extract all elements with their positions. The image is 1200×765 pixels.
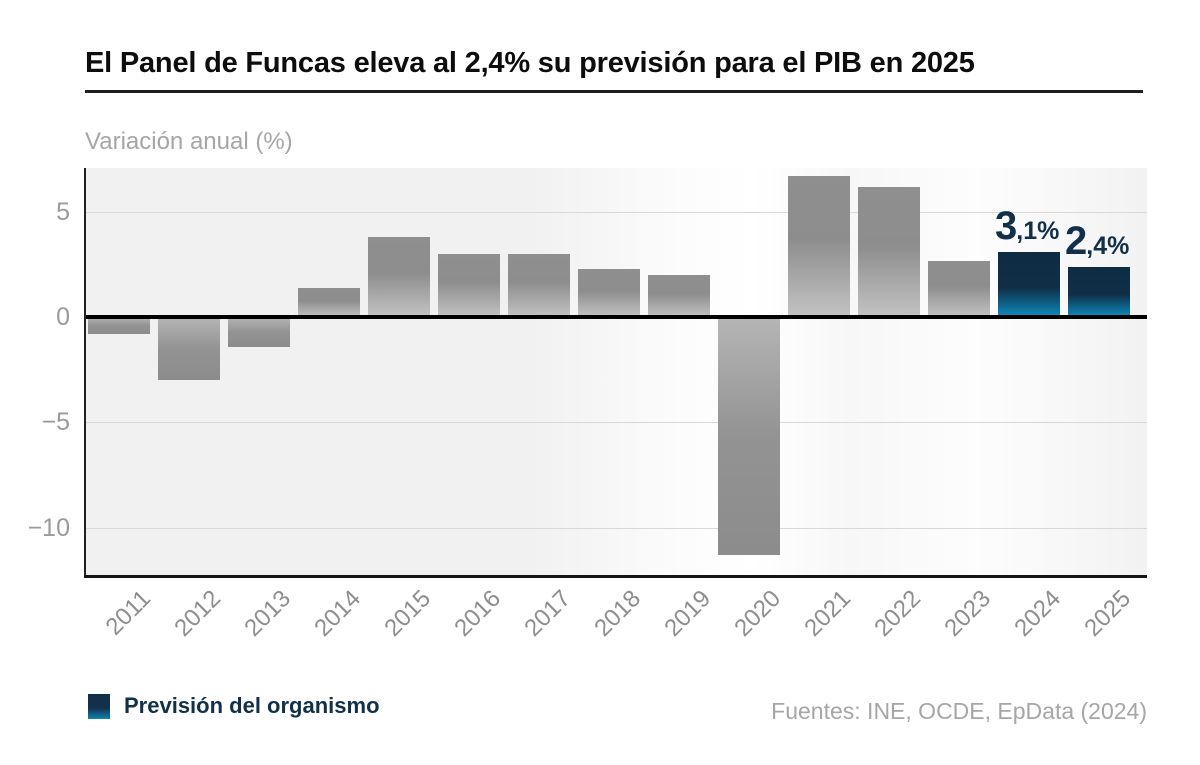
source-credit: Fuentes: INE, OCDE, EpData (2024) bbox=[771, 698, 1147, 724]
y-tick-label--5: −5 bbox=[41, 408, 70, 437]
y-tick-label-0: 0 bbox=[56, 303, 70, 332]
y-axis: 5 0 −5 −10 bbox=[0, 168, 70, 578]
gridline--5 bbox=[84, 422, 1147, 423]
bar-2025-forecast bbox=[1068, 266, 1130, 318]
bar-2012 bbox=[158, 317, 220, 381]
bar-2020 bbox=[718, 317, 780, 555]
legend-forecast-label: Previsión del organismo bbox=[124, 693, 380, 718]
bar-2021 bbox=[788, 176, 850, 318]
bar-2017 bbox=[508, 254, 570, 318]
bar-2015 bbox=[368, 237, 430, 318]
bar-2024-forecast bbox=[998, 252, 1060, 318]
plot-area: 3,1% 2,4% bbox=[84, 168, 1147, 578]
y-axis-line bbox=[84, 168, 86, 578]
bar-2014 bbox=[298, 287, 360, 318]
bar-2022 bbox=[858, 186, 920, 318]
legend-forecast-swatch bbox=[88, 693, 110, 719]
bar-2016 bbox=[438, 254, 500, 318]
x-axis: 2011 2012 2013 2014 2015 2016 2017 2018 2019 2020… bbox=[84, 578, 1147, 668]
legend: Previsión del organismo bbox=[88, 693, 380, 719]
data-label-2024: 3,1% bbox=[995, 204, 1060, 249]
zero-line bbox=[84, 315, 1147, 320]
y-tick-label--10: −10 bbox=[27, 513, 70, 542]
bar-2011 bbox=[88, 317, 150, 335]
y-axis-unit-label: Variación anual (%) bbox=[85, 128, 293, 155]
bar-2019 bbox=[648, 275, 710, 318]
gridline-5 bbox=[84, 212, 1147, 213]
bar-2013 bbox=[228, 317, 290, 347]
data-label-2025: 2,4% bbox=[1065, 218, 1130, 263]
gridline--10 bbox=[84, 528, 1147, 529]
chart-title: El Panel de Funcas eleva al 2,4% su prev… bbox=[85, 47, 975, 79]
y-tick-label-5: 5 bbox=[56, 198, 70, 227]
x-axis-line bbox=[84, 575, 1147, 578]
bar-2023 bbox=[928, 260, 990, 318]
title-underline bbox=[85, 90, 1143, 93]
bar-2018 bbox=[578, 268, 640, 318]
